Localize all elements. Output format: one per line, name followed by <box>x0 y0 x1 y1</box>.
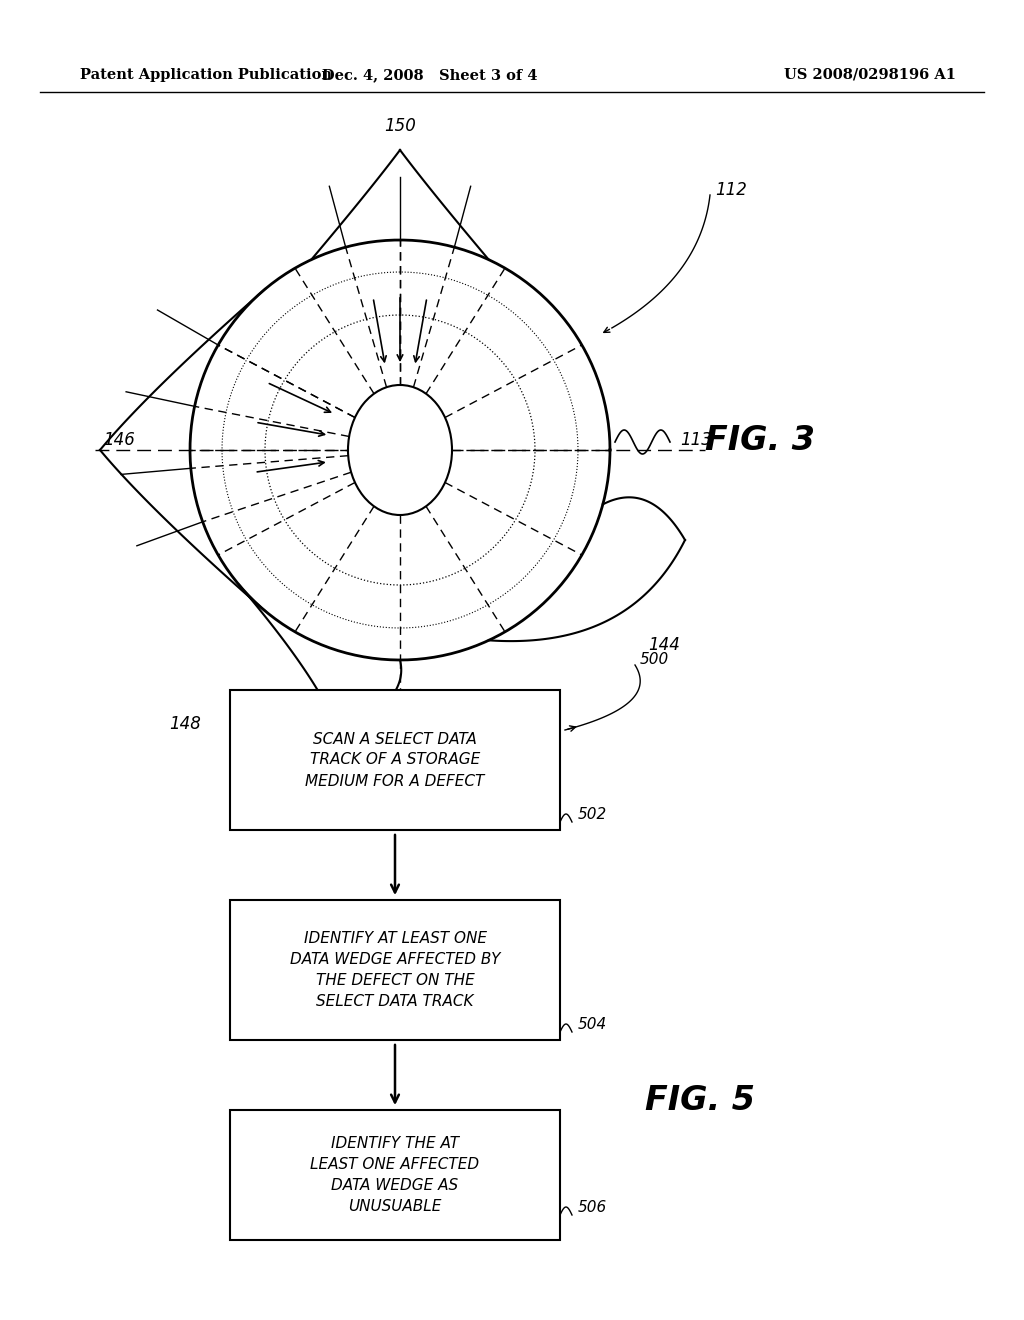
Text: IDENTIFY AT LEAST ONE
DATA WEDGE AFFECTED BY
THE DEFECT ON THE
SELECT DATA TRACK: IDENTIFY AT LEAST ONE DATA WEDGE AFFECTE… <box>290 931 501 1008</box>
FancyBboxPatch shape <box>230 690 560 830</box>
Text: SCAN A SELECT DATA
TRACK OF A STORAGE
MEDIUM FOR A DEFECT: SCAN A SELECT DATA TRACK OF A STORAGE ME… <box>305 731 484 788</box>
Text: IDENTIFY THE AT
LEAST ONE AFFECTED
DATA WEDGE AS
UNUSUABLE: IDENTIFY THE AT LEAST ONE AFFECTED DATA … <box>310 1137 479 1214</box>
Text: 148: 148 <box>169 715 201 733</box>
Text: 502: 502 <box>578 807 607 822</box>
FancyBboxPatch shape <box>230 900 560 1040</box>
Text: 506: 506 <box>578 1200 607 1214</box>
Text: Dec. 4, 2008   Sheet 3 of 4: Dec. 4, 2008 Sheet 3 of 4 <box>323 69 538 82</box>
FancyBboxPatch shape <box>230 1110 560 1239</box>
Text: 504: 504 <box>578 1016 607 1032</box>
Text: US 2008/0298196 A1: US 2008/0298196 A1 <box>784 69 956 82</box>
Text: 150: 150 <box>384 117 416 135</box>
Text: FIG. 5: FIG. 5 <box>645 1084 755 1117</box>
Text: FIG. 3: FIG. 3 <box>705 424 815 457</box>
Ellipse shape <box>348 385 452 515</box>
Text: 112: 112 <box>715 181 746 199</box>
Text: 144: 144 <box>648 636 680 653</box>
Text: 500: 500 <box>640 652 670 668</box>
Text: 146: 146 <box>103 432 135 449</box>
Text: 113: 113 <box>680 432 712 449</box>
Text: Patent Application Publication: Patent Application Publication <box>80 69 332 82</box>
